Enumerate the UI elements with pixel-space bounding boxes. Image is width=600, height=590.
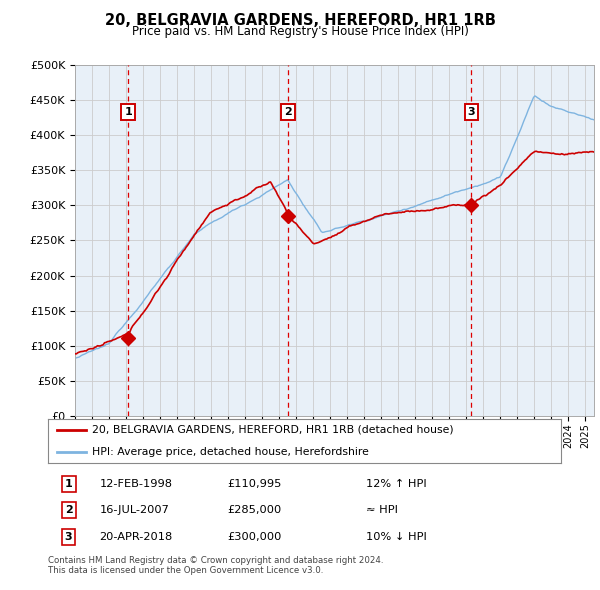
Text: This data is licensed under the Open Government Licence v3.0.: This data is licensed under the Open Gov… xyxy=(48,566,323,575)
Text: 20, BELGRAVIA GARDENS, HEREFORD, HR1 1RB (detached house): 20, BELGRAVIA GARDENS, HEREFORD, HR1 1RB… xyxy=(92,425,453,435)
Text: £110,995: £110,995 xyxy=(227,479,282,489)
Text: 12-FEB-1998: 12-FEB-1998 xyxy=(100,479,172,489)
Text: ≈ HPI: ≈ HPI xyxy=(366,506,398,515)
Text: 2: 2 xyxy=(284,107,292,117)
Text: Contains HM Land Registry data © Crown copyright and database right 2024.: Contains HM Land Registry data © Crown c… xyxy=(48,556,383,565)
Text: 20, BELGRAVIA GARDENS, HEREFORD, HR1 1RB: 20, BELGRAVIA GARDENS, HEREFORD, HR1 1RB xyxy=(104,13,496,28)
Text: HPI: Average price, detached house, Herefordshire: HPI: Average price, detached house, Here… xyxy=(92,447,368,457)
Text: £300,000: £300,000 xyxy=(227,532,282,542)
Text: 3: 3 xyxy=(65,532,73,542)
Text: 2: 2 xyxy=(65,506,73,515)
Text: 12% ↑ HPI: 12% ↑ HPI xyxy=(366,479,427,489)
Text: £285,000: £285,000 xyxy=(227,506,282,515)
Text: 20-APR-2018: 20-APR-2018 xyxy=(100,532,173,542)
Text: 10% ↓ HPI: 10% ↓ HPI xyxy=(366,532,427,542)
Text: 3: 3 xyxy=(467,107,475,117)
Text: 1: 1 xyxy=(65,479,73,489)
Text: Price paid vs. HM Land Registry's House Price Index (HPI): Price paid vs. HM Land Registry's House … xyxy=(131,25,469,38)
Text: 16-JUL-2007: 16-JUL-2007 xyxy=(100,506,169,515)
Text: 1: 1 xyxy=(124,107,132,117)
